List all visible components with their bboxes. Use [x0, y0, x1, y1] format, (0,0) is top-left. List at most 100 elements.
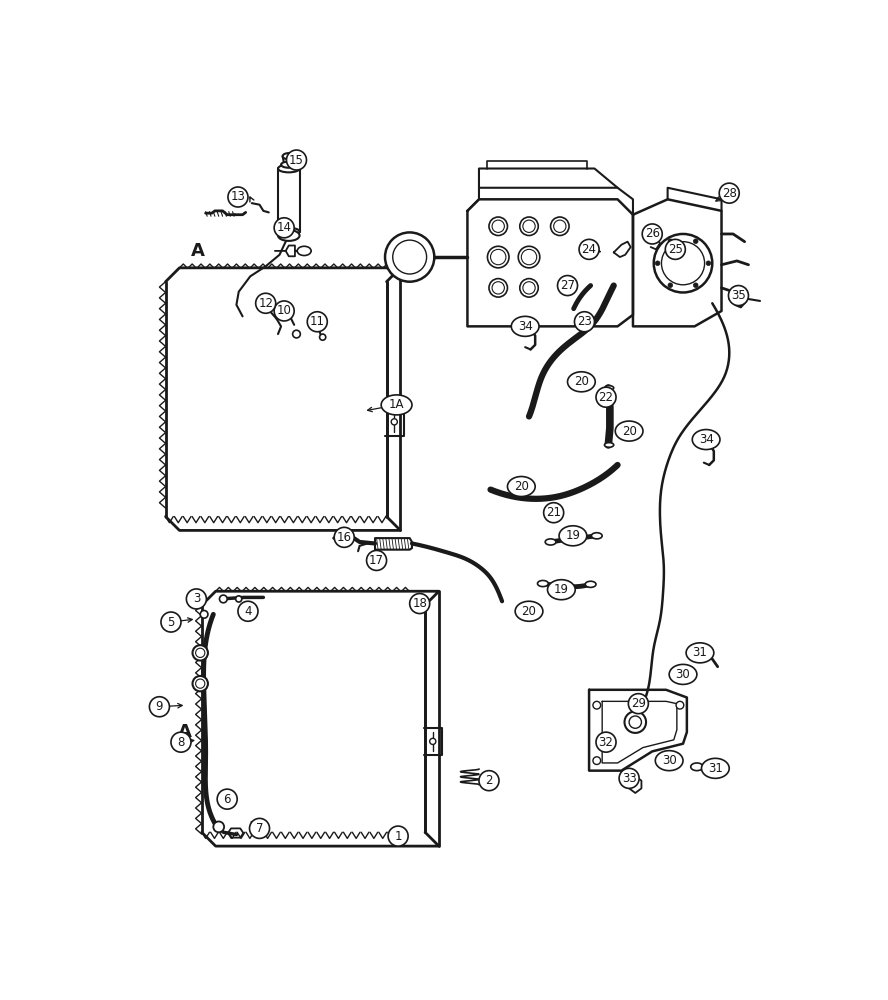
Text: 19: 19 [566, 529, 581, 542]
Ellipse shape [507, 477, 535, 497]
Text: 28: 28 [722, 187, 737, 200]
Circle shape [385, 232, 434, 282]
Circle shape [274, 218, 294, 238]
Circle shape [409, 594, 430, 614]
Circle shape [575, 312, 594, 332]
Ellipse shape [686, 643, 714, 663]
Circle shape [728, 286, 749, 306]
Circle shape [218, 789, 237, 809]
Text: 20: 20 [622, 425, 637, 438]
Ellipse shape [515, 601, 543, 621]
Text: 1: 1 [394, 830, 402, 843]
Circle shape [479, 771, 499, 791]
Text: 34: 34 [699, 433, 714, 446]
Circle shape [193, 645, 208, 661]
Text: 27: 27 [560, 279, 575, 292]
Ellipse shape [278, 230, 299, 241]
Circle shape [367, 550, 386, 570]
Circle shape [579, 239, 599, 259]
Ellipse shape [573, 376, 590, 387]
Circle shape [665, 239, 686, 259]
Ellipse shape [545, 539, 556, 545]
Ellipse shape [381, 395, 412, 415]
Circle shape [519, 279, 538, 297]
Circle shape [619, 768, 639, 788]
Ellipse shape [659, 756, 676, 767]
Circle shape [551, 217, 569, 235]
Ellipse shape [281, 162, 297, 168]
Text: A: A [191, 242, 205, 260]
Text: 9: 9 [155, 700, 163, 713]
Circle shape [334, 527, 354, 547]
Circle shape [668, 283, 672, 288]
Text: 31: 31 [693, 646, 708, 659]
Circle shape [392, 419, 397, 425]
Circle shape [293, 330, 300, 338]
Ellipse shape [615, 421, 643, 441]
Ellipse shape [605, 386, 614, 390]
Text: 14: 14 [277, 221, 291, 234]
Circle shape [250, 818, 270, 838]
Circle shape [430, 738, 436, 744]
Text: 26: 26 [645, 227, 660, 240]
Text: 17: 17 [369, 554, 385, 567]
Circle shape [186, 589, 206, 609]
Circle shape [388, 826, 408, 846]
Ellipse shape [673, 667, 690, 678]
Circle shape [655, 261, 660, 266]
Circle shape [307, 312, 328, 332]
Circle shape [596, 732, 616, 752]
Ellipse shape [511, 316, 539, 336]
Circle shape [629, 694, 648, 714]
Circle shape [171, 732, 191, 752]
Circle shape [238, 601, 258, 621]
Ellipse shape [278, 165, 299, 172]
Text: 11: 11 [310, 315, 325, 328]
Text: 16: 16 [337, 531, 352, 544]
Circle shape [624, 711, 646, 733]
Circle shape [228, 187, 248, 207]
Circle shape [161, 612, 181, 632]
Ellipse shape [585, 581, 596, 587]
Ellipse shape [278, 228, 299, 235]
Ellipse shape [691, 649, 703, 657]
Text: 30: 30 [676, 668, 690, 681]
Ellipse shape [693, 430, 720, 450]
Text: 10: 10 [277, 304, 291, 317]
Circle shape [274, 301, 294, 321]
Text: 19: 19 [554, 583, 569, 596]
Circle shape [558, 276, 577, 296]
Text: 21: 21 [546, 506, 561, 519]
Circle shape [219, 595, 227, 603]
Text: 20: 20 [521, 605, 536, 618]
Text: 12: 12 [258, 297, 274, 310]
Text: A: A [178, 723, 192, 741]
Circle shape [706, 261, 710, 266]
Text: 32: 32 [599, 736, 614, 749]
Text: 2: 2 [485, 774, 493, 787]
Circle shape [256, 293, 275, 313]
Circle shape [593, 701, 600, 709]
Circle shape [654, 234, 712, 292]
Circle shape [650, 235, 658, 243]
Circle shape [519, 217, 538, 235]
Circle shape [320, 334, 326, 340]
Circle shape [593, 757, 600, 764]
Ellipse shape [691, 763, 703, 771]
Text: 23: 23 [577, 315, 592, 328]
Circle shape [642, 224, 662, 244]
Ellipse shape [702, 758, 729, 778]
Text: 35: 35 [731, 289, 746, 302]
Ellipse shape [621, 426, 638, 437]
Text: 6: 6 [224, 793, 231, 806]
Ellipse shape [548, 580, 575, 600]
Circle shape [193, 676, 208, 691]
Ellipse shape [520, 606, 537, 617]
Circle shape [287, 150, 306, 170]
Ellipse shape [411, 596, 428, 607]
Text: 25: 25 [668, 243, 683, 256]
Text: 15: 15 [289, 154, 304, 167]
Text: 20: 20 [514, 480, 528, 493]
Text: 30: 30 [662, 754, 677, 767]
Text: 31: 31 [708, 762, 723, 775]
